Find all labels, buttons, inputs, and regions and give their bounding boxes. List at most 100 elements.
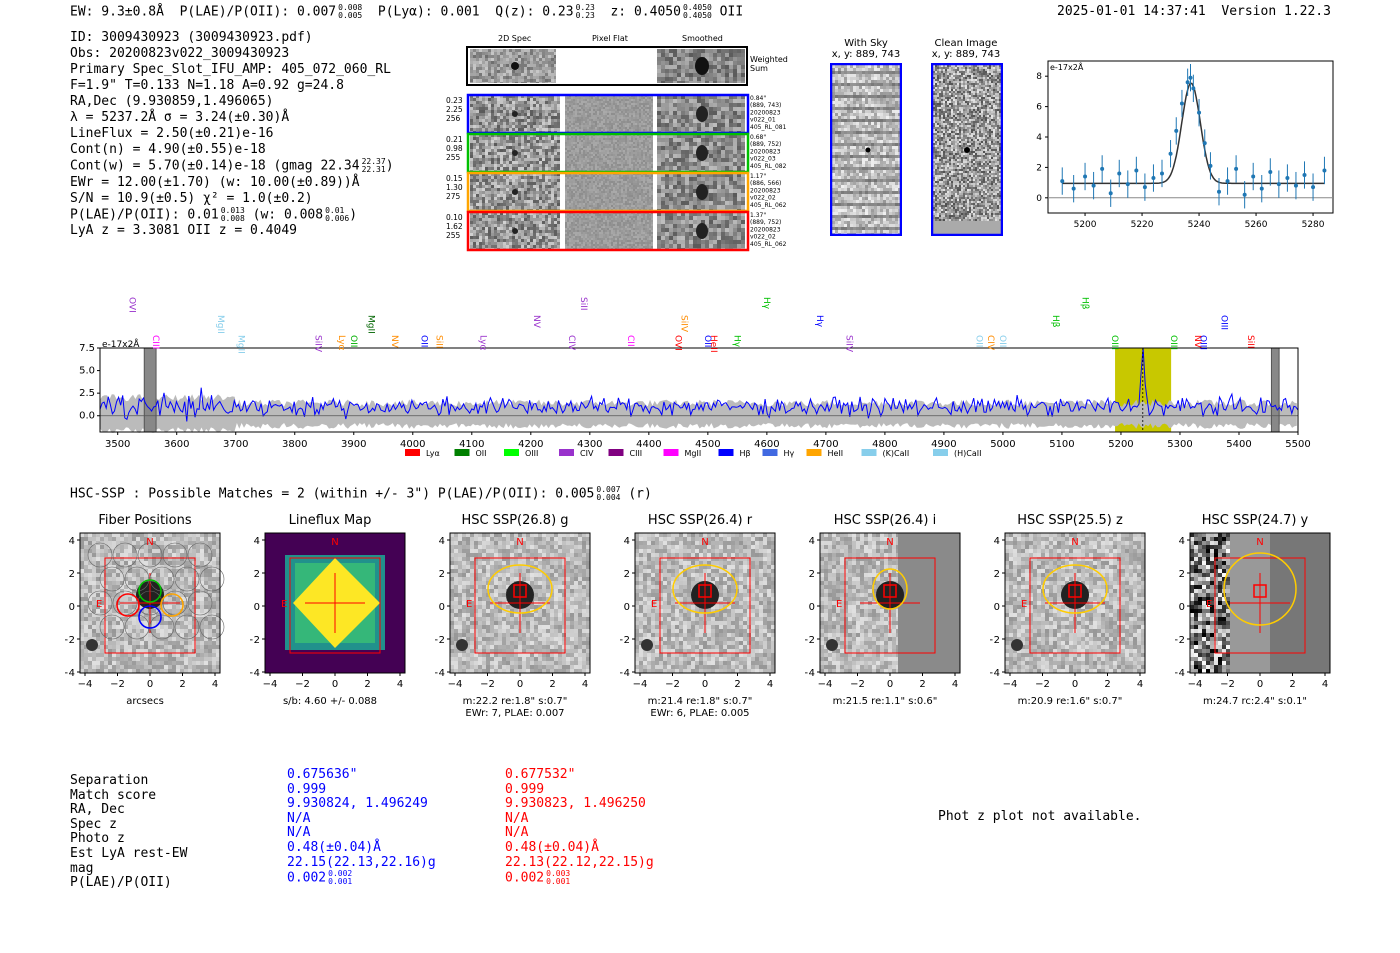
match-value: N/A xyxy=(505,825,529,841)
cutout-smooth xyxy=(657,173,745,211)
line-id-label: SiII xyxy=(578,297,588,311)
full-spectrum-chart: 7.5 5.0 2.5 0.0 3500 3600 3700 3800 3900 4000 4100… xyxy=(79,297,1311,458)
plae-range: 0.008 0.005 xyxy=(338,3,363,20)
clean-noise xyxy=(933,65,1001,221)
hsc-xtick: −4 xyxy=(263,679,278,690)
clean-bottom-band xyxy=(933,221,1001,234)
info-obs: Obs: 20200823v022_3009430923 xyxy=(70,46,290,61)
fit-units: e-17x2Å xyxy=(1050,61,1084,72)
clean-source xyxy=(964,147,970,153)
fit-data-point xyxy=(1179,89,1184,118)
match-row-label: RA, Dec xyxy=(70,802,125,818)
fiber-circle xyxy=(149,614,175,640)
fit-data-point xyxy=(1083,162,1088,191)
cutout-flat xyxy=(565,212,653,250)
info-params: F=1.9" T=0.133 N=1.18 A=0.92 g=24.8 xyxy=(70,78,344,93)
match-row-label: P(LAE)/P(OII) xyxy=(70,875,172,891)
info-lyaz: LyA z = 3.3081 OII z = 0.4049 xyxy=(70,223,297,238)
cutout-2d xyxy=(470,173,560,211)
match-red-column: 0.677532" 0.999 9.930823, 1.496250 N/A N/A 0.… xyxy=(505,767,654,886)
hsc-ytick: 4 xyxy=(994,536,1000,547)
spec-xtick: 5500 xyxy=(1285,439,1310,450)
match-marker xyxy=(1253,584,1267,598)
line-id-label: OII xyxy=(348,335,358,347)
compass-n: N xyxy=(1256,537,1263,548)
match-value: 22.15(22.13,22.16)g xyxy=(287,854,436,870)
line-id-label: CIV xyxy=(566,335,576,351)
line-id-label: OII xyxy=(973,335,983,347)
hsc-xtick: −2 xyxy=(1220,679,1235,690)
fit-data-point xyxy=(1060,167,1065,195)
spec-xtick: 3500 xyxy=(105,439,130,450)
info-primary: Primary Spec_Slot_IFU_AMP: 405_072_060_R… xyxy=(70,62,391,77)
hsc-ytick: −2 xyxy=(990,635,1000,646)
compass-n: N xyxy=(146,537,153,548)
hsc-ytick: −4 xyxy=(435,668,445,679)
hsc-title: HSC-SSP : Possible Matches = 2 (within +… xyxy=(70,485,652,502)
fit-data-point xyxy=(1293,171,1298,200)
spec-xtick: 4100 xyxy=(459,439,484,450)
aperture-box xyxy=(289,557,381,654)
spec-ytick: 0.0 xyxy=(79,411,95,422)
line-id-label: Hγ xyxy=(761,297,771,310)
fit-data-point xyxy=(1311,173,1316,201)
legend-entry: HeII xyxy=(806,449,843,458)
legend-entry: CIII xyxy=(608,449,642,458)
spec-xtick: 5100 xyxy=(1049,439,1074,450)
line-id-label: CIV xyxy=(985,335,995,351)
cutout-source xyxy=(512,150,518,156)
info-plae: P(LAE)/P(OII): 0.01 0.013 0.008 (w: 0.008 0… xyxy=(70,205,358,223)
legend-entry: Hβ xyxy=(718,449,751,458)
cutout-meta: 0.68" xyxy=(750,134,766,141)
hsc-xtick: −4 xyxy=(1188,679,1203,690)
fit-xtick: 5260 xyxy=(1245,220,1268,230)
hsc-panel-caption: m:22.2 re:1.8" s:0.7" EWr: 7, PLAE: 0.007 xyxy=(462,696,568,719)
hsc-ytick: −4 xyxy=(990,668,1000,679)
hsc-xtick: 2 xyxy=(919,679,925,690)
with-sky-image xyxy=(830,63,902,236)
hsc-ytick: −2 xyxy=(620,635,630,646)
spec-ytick: 2.5 xyxy=(79,388,95,399)
line-fit-chart: 0 2 4 6 8 5200 5220 5240 5260 5280 e-17x2Å xyxy=(1036,60,1334,230)
fit-data-point xyxy=(1151,164,1156,192)
fiber-circle xyxy=(187,590,213,616)
hsc-ytick: 4 xyxy=(624,536,630,547)
hsc-panel-title: Lineflux Map xyxy=(288,513,372,528)
legend-entry: (H)CaII xyxy=(933,449,981,458)
cutout-meta: 20200823 xyxy=(750,148,781,155)
compass-e: E xyxy=(281,599,287,610)
hsc-panel-image: N E 4 2 0 −2 −4−4 −2 0 2 4 xyxy=(990,532,1146,690)
fit-data-point xyxy=(1108,179,1113,207)
hsc-panel-image: N E 4 2 0 −2 −4−4 −2 0 2 4 xyxy=(1175,532,1331,690)
fit-data-point xyxy=(1302,161,1307,189)
line-id-label: OVI xyxy=(672,335,682,351)
cutout-meta: v022_02 xyxy=(750,234,776,241)
sky-fiber-row xyxy=(832,203,900,206)
fiber-circle xyxy=(137,590,163,616)
compass-e: E xyxy=(466,599,472,610)
cutout-stat: 256 xyxy=(446,114,461,123)
fit-data-point xyxy=(1191,74,1196,103)
hsc-xtick: −4 xyxy=(1003,679,1018,690)
hsc-xtick: −4 xyxy=(78,679,93,690)
fiber-circle xyxy=(199,614,225,640)
hsc-ytick: 2 xyxy=(69,569,75,580)
z-range: 0.4050 0.4050 xyxy=(682,3,712,20)
hsc-panel-image: N E 4 2 0 −2 −4−4 −2 0 2 4 xyxy=(65,532,225,690)
legend-entry: Hγ xyxy=(762,449,795,458)
qz-value: Q(z): 0.23 xyxy=(495,4,574,20)
line-id-label: OIII xyxy=(1218,315,1228,330)
fiber-circle xyxy=(124,566,150,592)
match-marker xyxy=(1068,584,1082,598)
hsc-ytick: 4 xyxy=(69,536,75,547)
clean-image-title: Clean Image x, y: 889, 743 xyxy=(931,38,1001,60)
fit-ytick: 2 xyxy=(1036,163,1042,173)
z-line: OII xyxy=(719,4,744,20)
sky-fiber-row xyxy=(832,215,900,218)
spec-xtick: 4600 xyxy=(754,439,779,450)
fit-data-point xyxy=(1168,140,1173,168)
hsc-xtick: −2 xyxy=(850,679,865,690)
match-value: N/A xyxy=(287,810,311,826)
cutout-stat: 1.62 xyxy=(446,222,463,231)
